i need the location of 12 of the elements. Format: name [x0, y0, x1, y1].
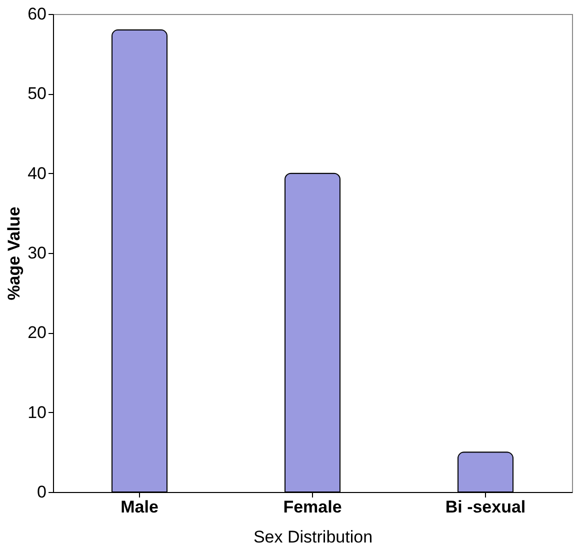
y-tick-label: 0	[37, 482, 46, 502]
y-tick-label: 50	[28, 84, 46, 104]
x-tick-label: Bi -sexual	[445, 498, 526, 516]
y-tick-label: 30	[28, 244, 46, 262]
y-tick-label: 10	[28, 402, 46, 422]
y-tick-label: 20	[28, 323, 46, 342]
x-axis-title: Sex Distribution	[253, 528, 373, 546]
x-tick-label: Female	[283, 498, 342, 516]
y-axis-title: %age Value	[4, 206, 24, 300]
y-tick-label: 60	[28, 4, 46, 24]
y-tick-label: 40	[28, 164, 46, 183]
x-tick-label: Male	[120, 498, 158, 516]
